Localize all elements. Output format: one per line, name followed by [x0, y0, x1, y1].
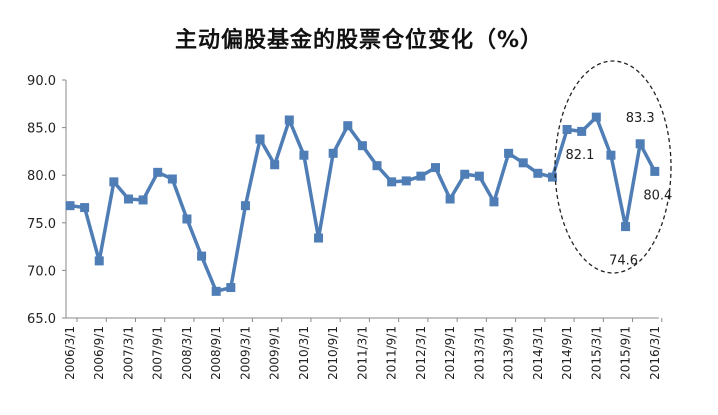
data-point — [357, 141, 367, 151]
data-point — [489, 197, 499, 207]
data-point — [445, 194, 455, 204]
data-point — [255, 134, 265, 144]
data-point — [547, 172, 557, 182]
x-tick-label: 2012/3/1 — [414, 326, 428, 380]
data-point — [109, 177, 119, 187]
highlight-ellipse — [554, 60, 672, 274]
data-point — [401, 176, 411, 186]
data-point — [65, 201, 75, 211]
x-tick-label: 2010/3/1 — [297, 326, 311, 380]
chart-title: 主动偏股基金的股票仓位变化（%） — [174, 28, 544, 53]
x-tick-label: 2015/3/1 — [589, 326, 603, 380]
data-point — [343, 121, 353, 131]
x-tick-label: 2013/9/1 — [502, 326, 516, 380]
data-point — [167, 174, 177, 184]
y-tick-label: 85.0 — [27, 122, 56, 137]
y-tick-label: 90.0 — [27, 74, 56, 89]
x-tick-label: 2009/3/1 — [238, 326, 252, 380]
data-point — [591, 112, 601, 122]
data-point — [314, 233, 324, 243]
data-label: 80.4 — [643, 188, 672, 203]
data-point — [153, 167, 163, 177]
data-point — [577, 126, 587, 136]
x-tick-label: 2012/9/1 — [443, 326, 457, 380]
y-tick-label: 75.0 — [27, 217, 56, 232]
x-tick-label: 2014/9/1 — [560, 326, 574, 380]
y-tick-label: 80.0 — [27, 169, 56, 184]
data-point — [299, 150, 309, 160]
x-tick-label: 2006/3/1 — [63, 326, 77, 380]
data-point — [504, 148, 514, 158]
data-point — [416, 171, 426, 181]
data-point — [562, 125, 572, 135]
data-point — [123, 194, 133, 204]
x-tick-label: 2009/9/1 — [268, 326, 282, 380]
x-tick-label: 2010/9/1 — [326, 326, 340, 380]
data-point — [211, 286, 221, 296]
data-point — [80, 203, 90, 213]
x-tick-label: 2011/9/1 — [385, 326, 399, 380]
data-label: 74.6 — [609, 254, 638, 269]
x-tick-label: 2007/3/1 — [121, 326, 135, 380]
y-tick-label: 65.0 — [27, 312, 56, 327]
data-point — [635, 139, 645, 149]
data-point — [270, 160, 280, 170]
data-point — [621, 222, 631, 232]
data-label: 83.3 — [626, 111, 655, 126]
x-tick-label: 2013/3/1 — [472, 326, 486, 380]
data-point — [182, 214, 192, 224]
x-tick-label: 2008/9/1 — [209, 326, 223, 380]
data-point — [387, 177, 397, 187]
x-tick-label: 2015/9/1 — [619, 326, 633, 380]
x-tick-label: 2014/3/1 — [531, 326, 545, 380]
data-point — [460, 169, 470, 179]
data-point — [372, 161, 382, 171]
data-point — [650, 166, 660, 176]
x-tick-label: 2016/3/1 — [648, 326, 662, 380]
x-tick-label: 2006/9/1 — [92, 326, 106, 380]
data-point — [431, 163, 440, 173]
data-point — [518, 158, 528, 168]
x-tick-label: 2008/3/1 — [180, 326, 194, 380]
data-point — [138, 195, 148, 205]
data-point — [226, 283, 236, 293]
data-point — [474, 171, 484, 181]
data-point — [94, 256, 104, 266]
data-point — [606, 150, 616, 160]
data-point — [197, 251, 207, 261]
data-label: 82.1 — [565, 148, 594, 163]
x-tick-label: 2007/9/1 — [151, 326, 165, 380]
data-point — [533, 168, 543, 178]
x-tick-label: 2011/3/1 — [355, 326, 369, 380]
data-point — [284, 115, 294, 125]
y-tick-label: 70.0 — [27, 264, 56, 279]
data-point — [240, 201, 250, 211]
data-point — [328, 148, 338, 158]
